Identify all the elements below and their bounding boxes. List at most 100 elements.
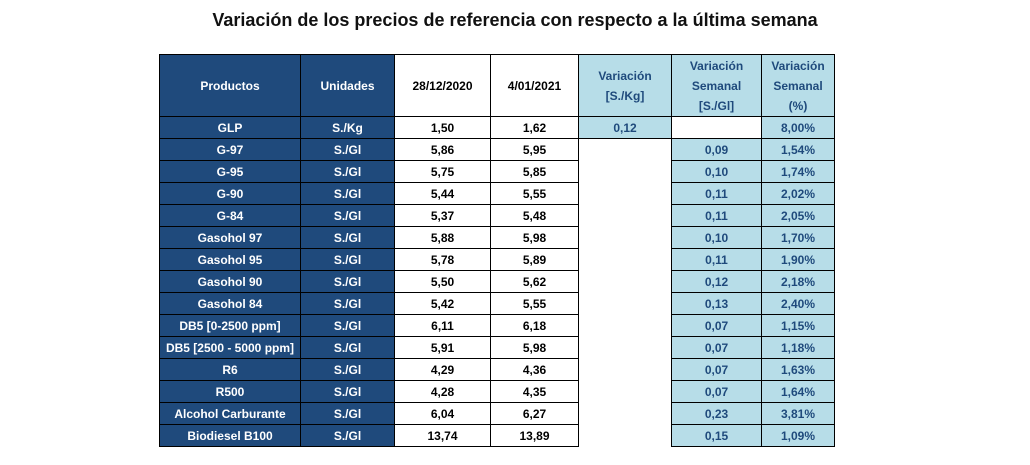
product-unit: S./Gl: [300, 358, 395, 381]
variation-semanal: 0,23: [671, 402, 762, 425]
price-date-1: 5,75: [394, 160, 491, 183]
price-date-1: 5,42: [394, 292, 491, 315]
price-date-2: 4,35: [490, 380, 579, 403]
variation-pct: 3,81%: [761, 402, 835, 425]
price-date-1: 5,50: [394, 270, 491, 293]
table-row: GLP S./Kg 1,50 1,62 0,12 8,00%: [159, 116, 835, 139]
variation-semanal: 0,10: [671, 226, 762, 249]
table-row: G-95 S./Gl 5,75 5,85 0,10 1,74%: [159, 160, 835, 183]
variation-pct: 2,02%: [761, 182, 835, 205]
table-row: Alcohol Carburante S./Gl 6,04 6,27 0,23 3,81%: [159, 402, 835, 425]
header-line: Variación: [689, 58, 744, 73]
product-unit: S./Gl: [300, 380, 395, 403]
header-line: [S./Kg]: [605, 88, 645, 103]
empty-cell: [578, 226, 672, 249]
header-unidades: Unidades: [300, 54, 395, 117]
product-unit: S./Gl: [300, 424, 395, 447]
product-name: DB5 [2500 - 5000 ppm]: [159, 336, 301, 359]
variation-pct: 1,74%: [761, 160, 835, 183]
variation-semanal: 0,09: [671, 138, 762, 161]
variation-pct: 1,64%: [761, 380, 835, 403]
variation-semanal: 0,13: [671, 292, 762, 315]
variation-pct: 1,90%: [761, 248, 835, 271]
price-date-2: 5,95: [490, 138, 579, 161]
header-line: Variación: [598, 68, 652, 83]
price-date-2: 6,27: [490, 402, 579, 425]
empty-cell: [578, 138, 672, 161]
price-date-2: 5,62: [490, 270, 579, 293]
product-name: G-90: [159, 182, 301, 205]
empty-cell: [578, 424, 672, 447]
product-unit: S./Gl: [300, 336, 395, 359]
product-name: Gasohol 84: [159, 292, 301, 315]
price-date-2: 13,89: [490, 424, 579, 447]
price-date-1: 5,44: [394, 182, 491, 205]
empty-cell: [578, 160, 672, 183]
empty-cell: [578, 380, 672, 403]
header-line: [S./Gl]: [698, 98, 735, 113]
product-name: G-95: [159, 160, 301, 183]
price-date-1: 5,78: [394, 248, 491, 271]
empty-cell: [578, 314, 672, 337]
product-name: Gasohol 95: [159, 248, 301, 271]
variation-pct: 2,18%: [761, 270, 835, 293]
variation-semanal: 0,12: [671, 270, 762, 293]
header-line: (%): [788, 98, 808, 113]
variation-semanal: [671, 116, 762, 139]
product-unit: S./Gl: [300, 402, 395, 425]
product-name: G-84: [159, 204, 301, 227]
header-line: Variación: [771, 58, 825, 73]
price-date-2: 5,55: [490, 182, 579, 205]
empty-cell: [578, 358, 672, 381]
empty-cell: [578, 248, 672, 271]
empty-cell: [578, 182, 672, 205]
product-name: Biodiesel B100: [159, 424, 301, 447]
price-date-1: 13,74: [394, 424, 491, 447]
variation-pct: 1,09%: [761, 424, 835, 447]
price-date-2: 5,98: [490, 336, 579, 359]
product-name: Gasohol 97: [159, 226, 301, 249]
price-date-1: 6,04: [394, 402, 491, 425]
empty-cell: [578, 204, 672, 227]
variation-semanal: 0,11: [671, 248, 762, 271]
empty-cell: [578, 402, 672, 425]
header-variacion-semanal: Variación Semanal [S./Gl]: [671, 54, 762, 117]
product-name: G-97: [159, 138, 301, 161]
product-unit: S./Gl: [300, 160, 395, 183]
variation-pct: 1,63%: [761, 358, 835, 381]
header-productos: Productos: [159, 54, 301, 117]
empty-cell: [578, 270, 672, 293]
product-unit: S./Gl: [300, 248, 395, 271]
variation-pct: 2,05%: [761, 204, 835, 227]
product-unit: S./Kg: [300, 116, 395, 139]
price-date-1: 5,88: [394, 226, 491, 249]
price-date-2: 6,18: [490, 314, 579, 337]
price-date-1: 6,11: [394, 314, 491, 337]
empty-cell: [578, 292, 672, 315]
price-date-1: 4,29: [394, 358, 491, 381]
table-row: Gasohol 90 S./Gl 5,50 5,62 0,12 2,18%: [159, 270, 835, 293]
variation-pct: 1,18%: [761, 336, 835, 359]
product-unit: S./Gl: [300, 226, 395, 249]
table-row: G-97 S./Gl 5,86 5,95 0,09 1,54%: [159, 138, 835, 161]
variation-kg: 0,12: [578, 116, 672, 139]
table-row: G-90 S./Gl 5,44 5,55 0,11 2,02%: [159, 182, 835, 205]
product-unit: S./Gl: [300, 292, 395, 315]
table-row: R500 S./Gl 4,28 4,35 0,07 1,64%: [159, 380, 835, 403]
table-row: Gasohol 84 S./Gl 5,42 5,55 0,13 2,40%: [159, 292, 835, 315]
price-date-2: 5,55: [490, 292, 579, 315]
header-fecha-1: 28/12/2020: [394, 54, 491, 117]
product-unit: S./Gl: [300, 204, 395, 227]
product-unit: S./Gl: [300, 314, 395, 337]
price-date-2: 5,89: [490, 248, 579, 271]
variation-pct: 1,54%: [761, 138, 835, 161]
table-row: G-84 S./Gl 5,37 5,48 0,11 2,05%: [159, 204, 835, 227]
price-table: Productos Unidades 28/12/2020 4/01/2021 …: [159, 54, 835, 447]
variation-semanal: 0,07: [671, 358, 762, 381]
price-date-1: 5,37: [394, 204, 491, 227]
variation-pct: 1,15%: [761, 314, 835, 337]
variation-pct: 2,40%: [761, 292, 835, 315]
variation-semanal: 0,07: [671, 314, 762, 337]
table-row: R6 S./Gl 4,29 4,36 0,07 1,63%: [159, 358, 835, 381]
price-date-2: 5,48: [490, 204, 579, 227]
